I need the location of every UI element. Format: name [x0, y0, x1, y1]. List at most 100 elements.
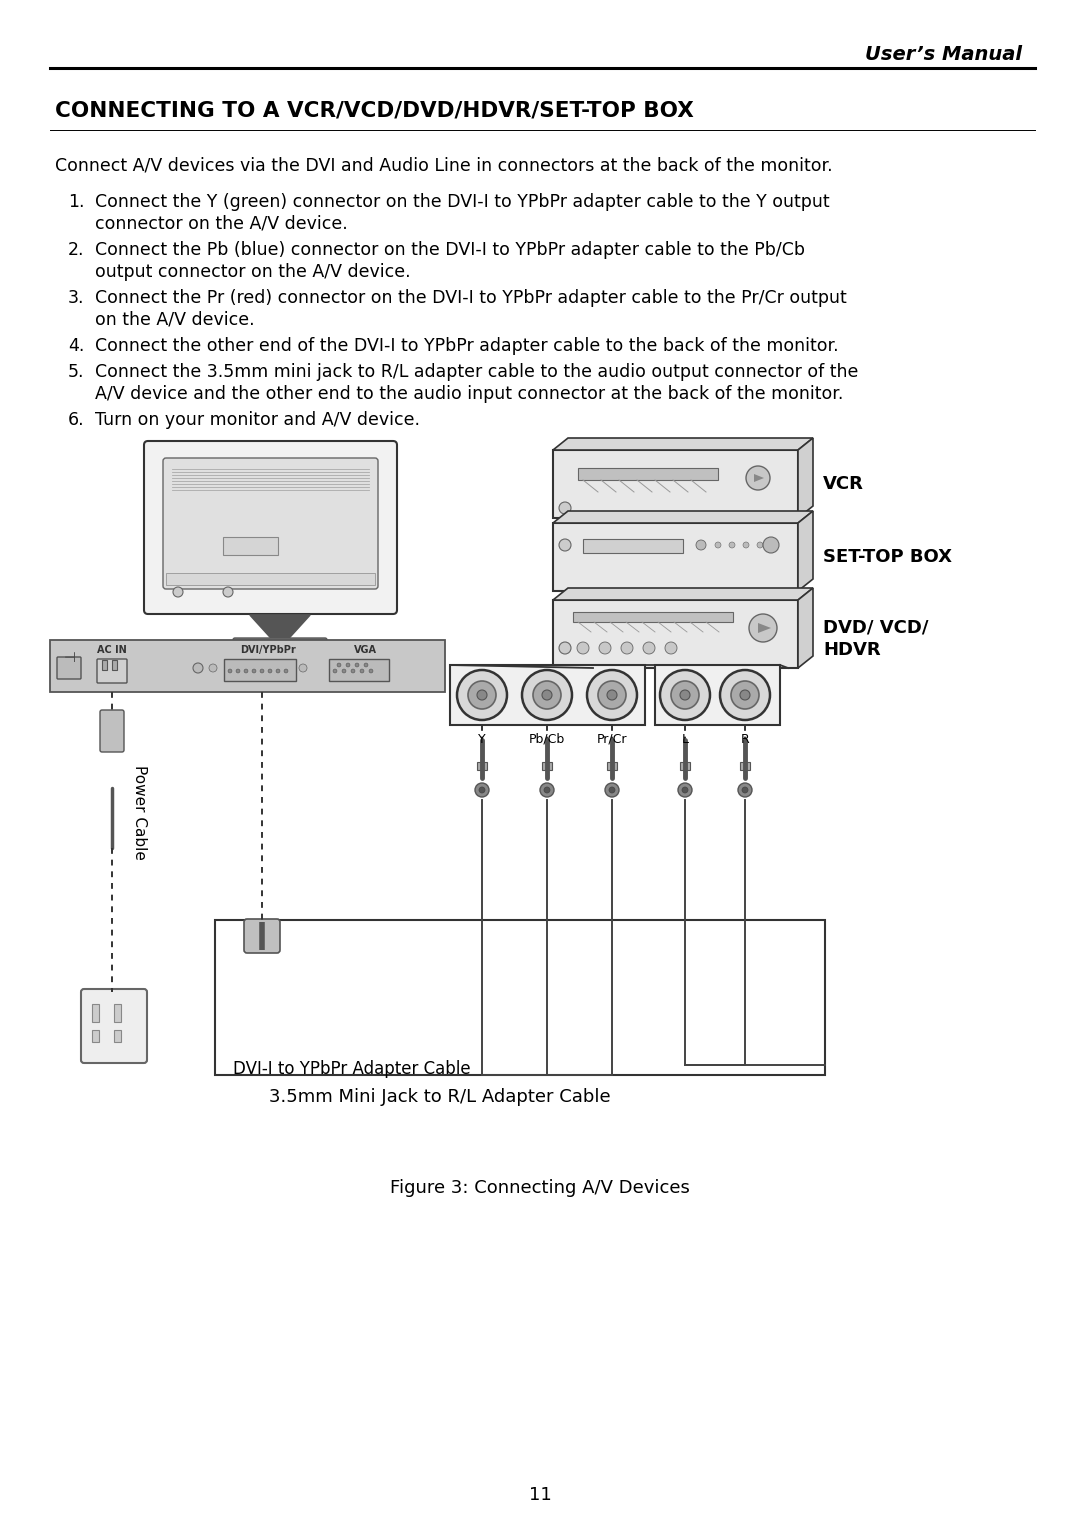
Text: Connect the Pr (red) connector on the DVI-I to YPbPr adapter cable to the Pr/Cr : Connect the Pr (red) connector on the DV…	[95, 289, 847, 307]
Circle shape	[607, 691, 617, 700]
Bar	[92, 1004, 99, 1022]
Circle shape	[696, 539, 706, 550]
Text: A/V device and the other end to the audio input connector at the back of the mon: A/V device and the other end to the audi…	[95, 385, 843, 403]
Text: VCR: VCR	[823, 475, 864, 494]
Circle shape	[731, 681, 759, 709]
Circle shape	[680, 691, 690, 700]
Circle shape	[544, 787, 550, 793]
Bar	[50, 640, 445, 692]
Circle shape	[762, 536, 779, 553]
FancyBboxPatch shape	[57, 657, 81, 678]
Bar	[222, 536, 278, 555]
Polygon shape	[798, 510, 813, 591]
Bar	[112, 660, 117, 669]
Text: Figure 3: Connecting A/V Devices: Figure 3: Connecting A/V Devices	[390, 1180, 690, 1196]
Circle shape	[738, 782, 752, 798]
Bar	[92, 1030, 99, 1042]
FancyBboxPatch shape	[97, 659, 127, 683]
Circle shape	[342, 669, 346, 672]
Text: 2.: 2.	[68, 241, 84, 260]
FancyBboxPatch shape	[553, 451, 798, 518]
FancyBboxPatch shape	[233, 639, 327, 652]
Text: Power Cable: Power Cable	[132, 764, 147, 859]
Bar	[542, 762, 552, 770]
Circle shape	[665, 642, 677, 654]
Circle shape	[559, 539, 571, 552]
Polygon shape	[553, 439, 813, 451]
Text: Y: Y	[478, 733, 486, 746]
Text: Pb/Cb: Pb/Cb	[529, 733, 565, 746]
Bar	[654, 665, 780, 724]
Circle shape	[333, 669, 337, 672]
Circle shape	[480, 787, 485, 793]
Circle shape	[337, 663, 341, 668]
Circle shape	[720, 669, 770, 720]
Circle shape	[599, 642, 611, 654]
FancyBboxPatch shape	[163, 458, 378, 588]
Circle shape	[475, 782, 489, 798]
Circle shape	[605, 782, 619, 798]
Circle shape	[729, 542, 735, 549]
Text: Connect the other end of the DVI-I to YPbPr adapter cable to the back of the mon: Connect the other end of the DVI-I to YP…	[95, 338, 839, 354]
Text: Connect A/V devices via the DVI and Audio Line in connectors at the back of the : Connect A/V devices via the DVI and Audi…	[55, 156, 833, 174]
Text: connector on the A/V device.: connector on the A/V device.	[95, 215, 348, 232]
Circle shape	[193, 663, 203, 672]
Text: Connect the 3.5mm mini jack to R/L adapter cable to the audio output connector o: Connect the 3.5mm mini jack to R/L adapt…	[95, 364, 859, 380]
Bar	[578, 468, 718, 480]
Circle shape	[540, 782, 554, 798]
Circle shape	[743, 542, 750, 549]
Circle shape	[577, 642, 589, 654]
Circle shape	[598, 681, 626, 709]
Text: DVI/YPbPr: DVI/YPbPr	[240, 645, 296, 656]
FancyBboxPatch shape	[224, 659, 296, 681]
Text: Connect the Pb (blue) connector on the DVI-I to YPbPr adapter cable to the Pb/Cb: Connect the Pb (blue) connector on the D…	[95, 241, 805, 260]
Circle shape	[346, 663, 350, 668]
Text: L: L	[681, 733, 689, 746]
Text: 5.: 5.	[68, 364, 84, 380]
Bar	[740, 762, 750, 770]
FancyBboxPatch shape	[81, 989, 147, 1063]
Circle shape	[559, 642, 571, 654]
FancyBboxPatch shape	[553, 523, 798, 591]
Circle shape	[534, 681, 561, 709]
Text: 3.5mm Mini Jack to R/L Adapter Cable: 3.5mm Mini Jack to R/L Adapter Cable	[269, 1088, 611, 1106]
Text: Pr/Cr: Pr/Cr	[597, 733, 627, 746]
Circle shape	[522, 669, 572, 720]
Polygon shape	[798, 588, 813, 668]
Text: 4.: 4.	[68, 338, 84, 354]
Circle shape	[299, 665, 307, 672]
FancyBboxPatch shape	[329, 659, 389, 681]
Circle shape	[210, 665, 217, 672]
Bar	[477, 762, 487, 770]
Text: DVD/ VCD/: DVD/ VCD/	[823, 619, 929, 637]
Circle shape	[660, 669, 710, 720]
Bar	[607, 762, 617, 770]
Polygon shape	[798, 439, 813, 518]
FancyBboxPatch shape	[144, 442, 397, 614]
Circle shape	[742, 787, 748, 793]
Circle shape	[237, 669, 240, 672]
Bar	[680, 762, 690, 770]
Circle shape	[351, 669, 355, 672]
Bar	[102, 660, 107, 669]
Circle shape	[746, 466, 770, 490]
Circle shape	[750, 614, 777, 642]
Text: User’s Manual: User’s Manual	[865, 46, 1022, 64]
Bar	[215, 920, 825, 1076]
Circle shape	[276, 669, 280, 672]
Polygon shape	[553, 510, 813, 523]
Circle shape	[355, 663, 359, 668]
Text: 1.: 1.	[68, 193, 84, 211]
Text: SET-TOP BOX: SET-TOP BOX	[823, 549, 951, 565]
Text: Connect the Y (green) connector on the DVI-I to YPbPr adapter cable to the Y out: Connect the Y (green) connector on the D…	[95, 193, 829, 211]
Circle shape	[260, 669, 264, 672]
Text: on the A/V device.: on the A/V device.	[95, 312, 255, 329]
Text: ⊣: ⊣	[64, 651, 76, 665]
Circle shape	[678, 782, 692, 798]
Circle shape	[364, 663, 368, 668]
Text: DVI-I to YPbPr Adapter Cable: DVI-I to YPbPr Adapter Cable	[233, 1060, 471, 1077]
Circle shape	[468, 681, 496, 709]
Circle shape	[671, 681, 699, 709]
Bar	[450, 665, 645, 724]
Text: AC IN: AC IN	[97, 645, 126, 656]
